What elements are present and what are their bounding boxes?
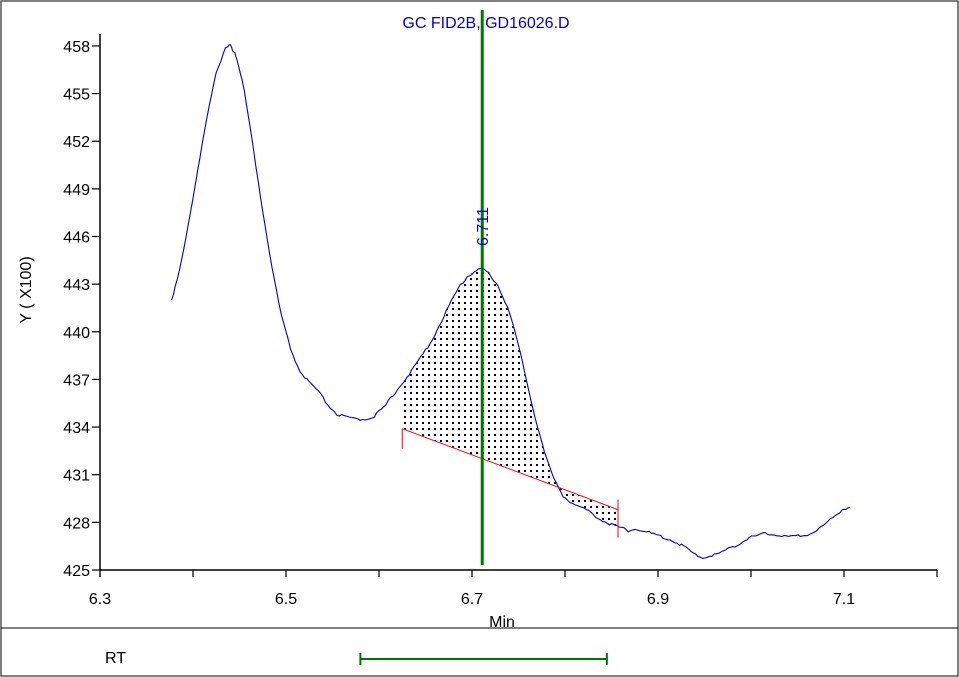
y-tick-label: 443 bbox=[63, 277, 90, 294]
y-axis-label: Y ( X100) bbox=[18, 256, 35, 323]
signal-series bbox=[171, 43, 850, 559]
axes: 6.3 6.5 6.7 6.9 7.1 425 428 431 434 437 440 443 446 4… bbox=[63, 34, 938, 608]
integration-baseline bbox=[401, 428, 619, 538]
y-tick-label: 425 bbox=[63, 563, 90, 580]
signal-line bbox=[171, 43, 850, 559]
retention-time-marker: 6.711 bbox=[475, 10, 492, 565]
y-tick-label: 437 bbox=[63, 372, 90, 389]
y-tick-label: 431 bbox=[63, 468, 90, 485]
x-axis-label: Min bbox=[489, 614, 515, 631]
baseline-line bbox=[402, 428, 619, 511]
marker-label: 6.711 bbox=[475, 207, 492, 246]
rt-panel bbox=[0, 627, 959, 677]
y-tick-label: 446 bbox=[63, 230, 90, 247]
integrated-area-fill bbox=[402, 268, 618, 527]
x-tick-label: 6.7 bbox=[461, 591, 483, 608]
x-tick-label: 6.5 bbox=[275, 591, 297, 608]
x-tick-label: 6.9 bbox=[647, 591, 669, 608]
rt-label: RT bbox=[105, 650, 126, 667]
integrated-area bbox=[402, 268, 618, 527]
chart-title: GC FID2B, GD16026.D bbox=[402, 15, 569, 32]
x-tick-label: 7.1 bbox=[833, 591, 855, 608]
y-tick-label: 455 bbox=[63, 87, 90, 104]
y-tick-label: 434 bbox=[63, 420, 90, 437]
y-tick-label: 449 bbox=[63, 182, 90, 199]
y-tick-label: 440 bbox=[63, 325, 90, 342]
y-tick-label: 428 bbox=[63, 515, 90, 532]
y-tick-label: 458 bbox=[63, 39, 90, 56]
y-tick-label: 452 bbox=[63, 134, 90, 151]
rt-window bbox=[359, 653, 608, 665]
x-tick-label: 6.3 bbox=[89, 591, 111, 608]
